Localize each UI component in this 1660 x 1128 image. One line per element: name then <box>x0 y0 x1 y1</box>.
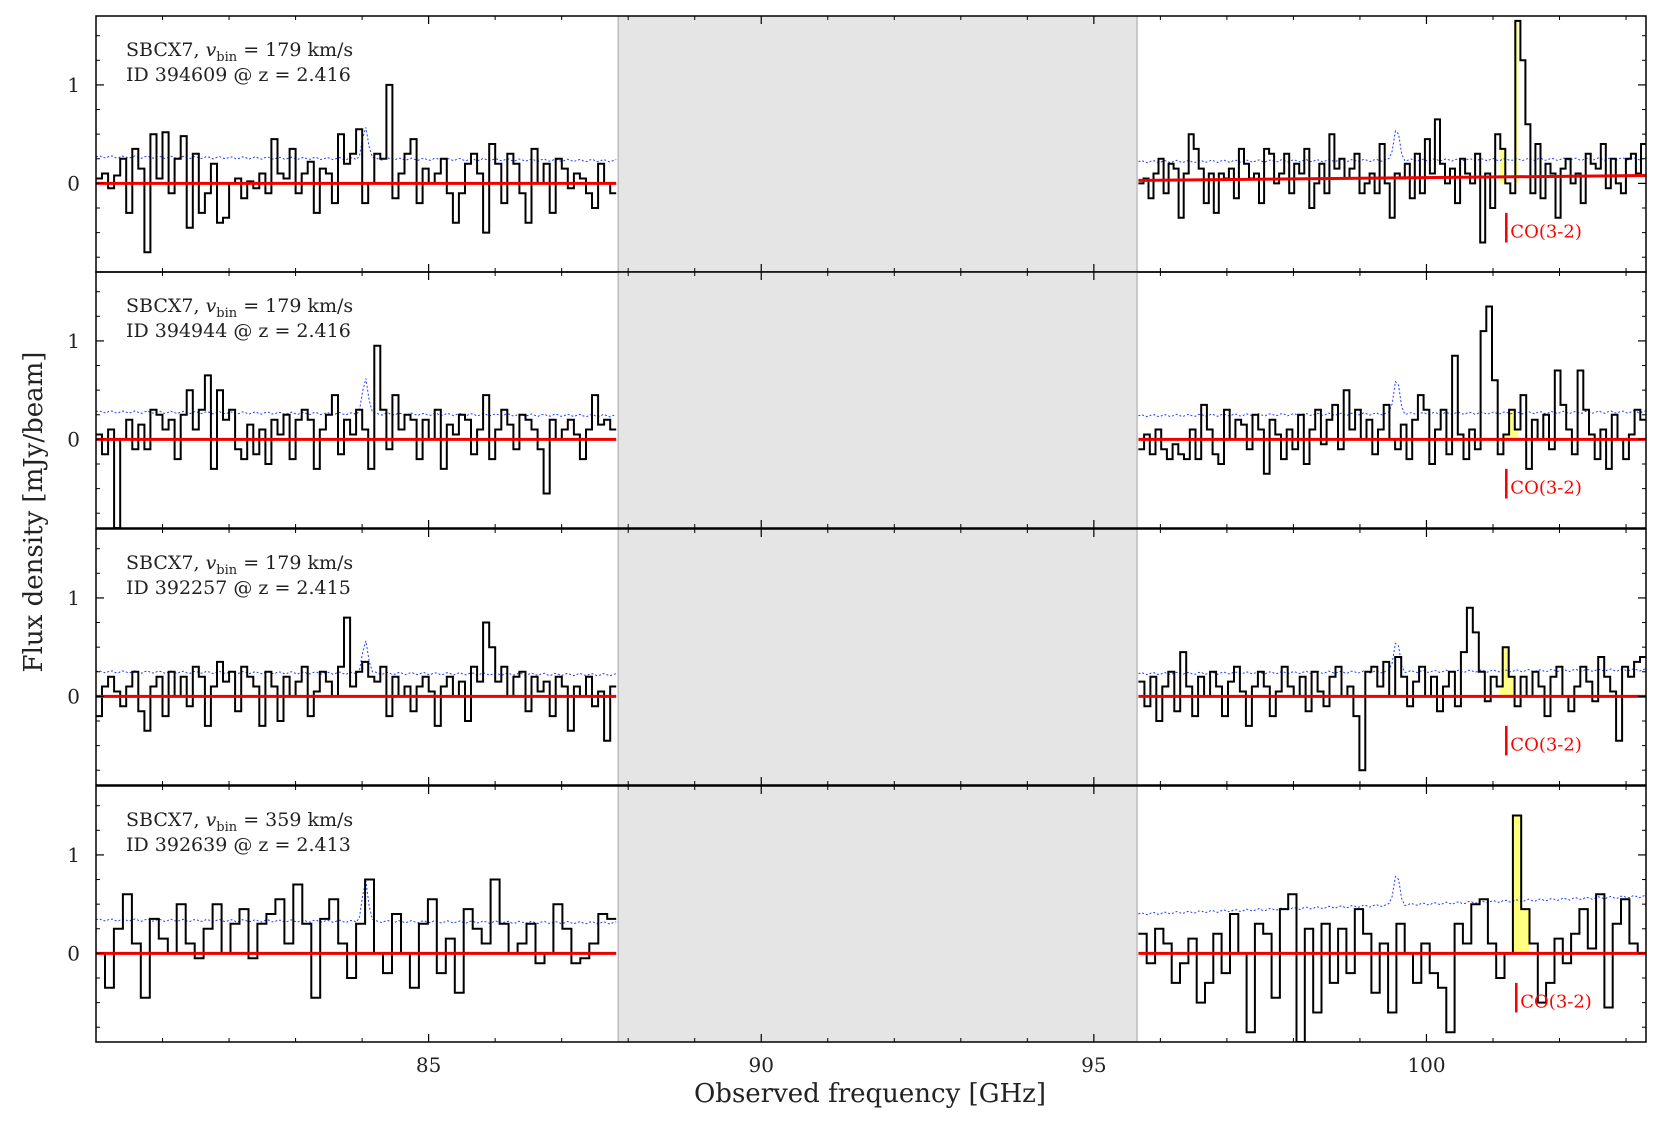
panel-id-label: ID 394609 @ z = 2.416 <box>126 64 351 86</box>
panel-source-label: SBCX7, vbin = 179 km/s <box>126 39 353 65</box>
panel-2: CO(3-2) 0 1 SBCX7, vbin = 179 km/sID 394944… <box>67 271 1647 529</box>
panel-frame <box>95 528 1647 786</box>
panel-1: CO(3-2) 0 1 SBCX7, vbin = 179 km/sID 394609… <box>67 15 1647 273</box>
co-line-fill <box>1521 909 1530 954</box>
noise-curve-left <box>96 640 617 677</box>
co-label: CO(3-2) <box>1510 222 1582 243</box>
noise-curve-right <box>1138 642 1646 676</box>
y-tick-label: 0 <box>67 427 80 451</box>
co-line-fill <box>1502 647 1509 697</box>
plot-area: CO(3-2) <box>96 272 1646 528</box>
co-line-fill <box>1503 434 1510 440</box>
y-tick-label: 0 <box>67 684 80 708</box>
co-label: CO(3-2) <box>1520 992 1592 1013</box>
plot-area: CO(3-2) <box>96 529 1646 785</box>
co-line-fill <box>1508 676 1515 697</box>
co-line-fill <box>1509 409 1515 440</box>
co-line-fill <box>1500 148 1506 184</box>
panel-3: CO(3-2) 0 1 SBCX7, vbin = 179 km/sID 392257… <box>67 528 1647 786</box>
noise-curve-right <box>1138 129 1646 164</box>
noise-curve-left <box>96 881 617 925</box>
spectrum-left <box>96 878 617 999</box>
y-tick-label: 1 <box>67 843 80 867</box>
noise-curve-left <box>96 127 617 163</box>
spectrum-right <box>1138 305 1646 475</box>
x-axis-label: Observed frequency [GHz] <box>694 1079 1046 1109</box>
panel-source-label: SBCX7, vbin = 179 km/s <box>126 552 353 578</box>
co-line-fill <box>1499 134 1501 184</box>
x-tick-label: 100 <box>1407 1053 1445 1077</box>
noise-curve-right <box>1138 380 1646 418</box>
spectrum-right <box>1138 19 1646 244</box>
panel-id-label: ID 394944 @ z = 2.416 <box>126 320 351 342</box>
x-tick-label: 90 <box>749 1053 774 1077</box>
panel-frame <box>95 785 1647 1043</box>
panel-4: CO(3-2) 0 1 SBCX7, vbin = 359 km/sID 392639… <box>67 785 1647 1043</box>
y-tick-label: 1 <box>67 329 80 353</box>
plot-area: CO(3-2) <box>96 16 1646 272</box>
y-tick-label: 1 <box>67 73 80 97</box>
co-line-fill <box>1499 686 1503 697</box>
spectrum-left <box>96 83 617 254</box>
noise-curve-left <box>96 378 617 418</box>
panel-id-label: ID 392257 @ z = 2.415 <box>126 577 351 599</box>
spectrum-left <box>96 344 617 528</box>
panel-id-label: ID 392639 @ z = 2.413 <box>126 834 351 856</box>
panel-source-label: SBCX7, vbin = 179 km/s <box>126 295 353 321</box>
gap-band <box>618 529 1138 785</box>
x-tick-label: 95 <box>1081 1053 1106 1077</box>
panel-source-label: SBCX7, vbin = 359 km/s <box>126 809 353 835</box>
plot-area: CO(3-2) <box>96 786 1646 1042</box>
co-label: CO(3-2) <box>1510 735 1582 756</box>
y-tick-label: 1 <box>67 586 80 610</box>
noise-curve-right <box>1138 875 1646 916</box>
spectrum-right <box>1138 814 1646 1042</box>
panel-frame <box>95 271 1647 529</box>
co-label: CO(3-2) <box>1510 478 1582 499</box>
co-line-fill <box>1515 20 1519 184</box>
gap-band <box>618 16 1138 272</box>
gap-band <box>618 786 1138 1042</box>
y-tick-label: 0 <box>67 941 80 965</box>
y-tick-label: 0 <box>67 171 80 195</box>
gap-band <box>618 272 1138 528</box>
co-line-fill <box>1512 815 1522 954</box>
y-axis-label: Flux density [mJy/beam] <box>19 352 49 673</box>
co-line-fill <box>1514 429 1519 440</box>
x-tick-label: 85 <box>416 1053 441 1077</box>
baseline-right <box>1138 174 1646 182</box>
spectrum-left <box>96 616 617 742</box>
